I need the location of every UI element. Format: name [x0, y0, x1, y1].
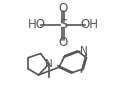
Text: O: O — [58, 36, 68, 49]
Text: OH: OH — [81, 18, 99, 31]
Text: O: O — [58, 2, 68, 15]
Text: N: N — [80, 46, 88, 56]
Text: N: N — [45, 59, 53, 69]
Text: S: S — [59, 18, 67, 31]
Text: HO: HO — [27, 18, 45, 31]
